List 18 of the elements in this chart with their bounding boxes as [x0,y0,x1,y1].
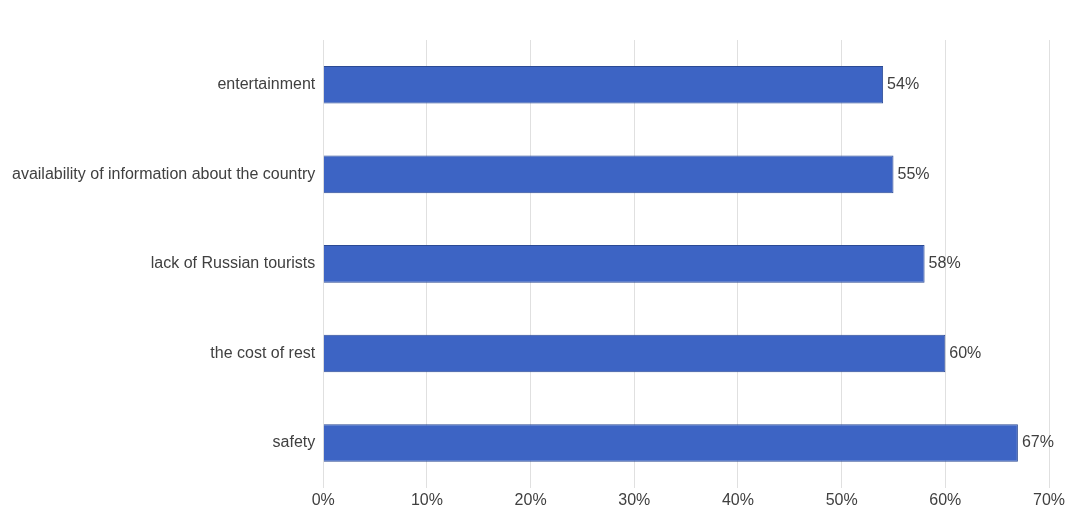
y-tick-label: availability of information about the country [12,164,316,182]
x-tick-label: 70% [1032,490,1066,508]
x-tick-label: 60% [929,490,962,508]
data-label: 58% [928,254,961,272]
x-tick-label: 10% [410,490,443,508]
y-tick-label: the cost of rest [210,343,316,361]
x-tick-label: 30% [618,490,651,508]
y-tick-label: lack of Russian tourists [150,254,316,272]
data-label: 54% [887,75,920,93]
x-tick-label: 40% [721,490,754,508]
y-tick-label: safety [272,433,316,451]
x-tick-label: 20% [514,490,547,508]
data-label: 55% [897,164,930,182]
x-tick-label: 50% [825,490,858,508]
y-tick-label: entertainment [217,75,316,93]
data-label: 60% [949,343,982,361]
data-label: 67% [1021,433,1054,451]
x-tick-label: 0% [311,490,335,508]
